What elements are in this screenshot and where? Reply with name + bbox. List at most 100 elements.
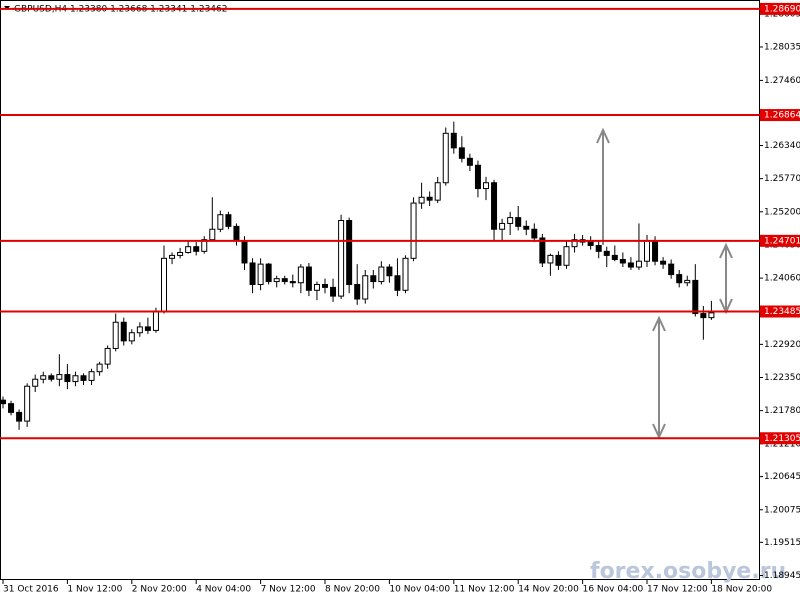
candle-body bbox=[394, 275, 401, 291]
candle-body bbox=[40, 375, 47, 380]
candle-body bbox=[88, 371, 95, 381]
x-tick-label: 10 Nov 04:00 bbox=[389, 585, 450, 595]
candle-body bbox=[571, 239, 578, 248]
candle-body bbox=[370, 275, 377, 283]
x-tick-label: 1 Nov 12:00 bbox=[67, 585, 122, 595]
candle-body bbox=[144, 326, 151, 331]
candle-body bbox=[289, 281, 296, 284]
candle-body bbox=[362, 275, 369, 300]
level-label-box bbox=[760, 305, 800, 318]
candle-body bbox=[668, 263, 675, 276]
candle-body bbox=[201, 239, 208, 252]
candle-body bbox=[644, 240, 650, 262]
candle-body bbox=[466, 157, 473, 166]
y-tick-label: 1.27460 bbox=[764, 76, 800, 86]
candle-body bbox=[32, 378, 39, 387]
x-tick-label: 17 Nov 12:00 bbox=[647, 585, 708, 595]
candle-body bbox=[692, 279, 699, 315]
candle-body bbox=[257, 263, 264, 285]
x-tick-label: 2 Nov 20:00 bbox=[132, 585, 187, 595]
candle-body bbox=[603, 250, 610, 256]
arrow-head bbox=[719, 242, 733, 259]
candle-body bbox=[676, 274, 683, 284]
x-tick-label: 14 Nov 20:00 bbox=[518, 585, 579, 595]
candle-body bbox=[217, 214, 224, 230]
level-label: 1.23485 bbox=[764, 307, 800, 317]
candle-body bbox=[112, 321, 119, 349]
candle-body bbox=[330, 286, 337, 297]
x-tick-label: 4 Nov 04:00 bbox=[196, 585, 251, 595]
candles bbox=[0, 121, 715, 430]
candle-body bbox=[587, 241, 594, 247]
candle-body bbox=[24, 385, 31, 422]
candle-body bbox=[458, 147, 465, 159]
candle-body bbox=[209, 228, 216, 241]
candle-body bbox=[507, 217, 514, 224]
candle-body bbox=[410, 202, 417, 259]
candle-body bbox=[483, 182, 489, 190]
candle-body bbox=[595, 245, 602, 252]
plot-frame bbox=[0, 0, 760, 580]
candle-body bbox=[611, 254, 618, 260]
candle-body bbox=[0, 399, 6, 405]
candle-body bbox=[378, 266, 385, 283]
candle-body bbox=[281, 278, 288, 283]
x-tick-label: 8 Nov 20:00 bbox=[325, 585, 380, 595]
y-tick-label: 1.22350 bbox=[764, 373, 800, 383]
candle-body bbox=[563, 246, 570, 266]
level-label: 1.24701 bbox=[764, 236, 800, 246]
level-label-box bbox=[760, 2, 800, 15]
candle-body bbox=[128, 332, 135, 342]
candle-body bbox=[48, 375, 55, 380]
candle-body bbox=[72, 375, 79, 383]
arrow-head bbox=[596, 127, 610, 144]
y-tick-label: 1.22920 bbox=[764, 340, 800, 350]
candle-body bbox=[555, 254, 562, 266]
candle-body bbox=[491, 182, 498, 230]
y-tick-label: 1.28035 bbox=[764, 42, 800, 52]
candle-body bbox=[265, 263, 272, 283]
candle-body bbox=[313, 283, 320, 291]
candle-body bbox=[619, 258, 626, 264]
y-tick-label: 1.21780 bbox=[764, 406, 800, 416]
candle-body bbox=[442, 132, 449, 184]
candle-body bbox=[474, 164, 481, 190]
candle-body bbox=[56, 374, 63, 380]
y-tick-label: 1.18945 bbox=[764, 571, 800, 581]
candle-body bbox=[161, 257, 167, 313]
candle-body bbox=[322, 283, 328, 288]
candle-body bbox=[273, 278, 280, 283]
candle-body bbox=[120, 321, 127, 342]
x-tick-label: 16 Nov 04:00 bbox=[583, 585, 644, 595]
level-label-box bbox=[760, 432, 800, 445]
candle-body bbox=[16, 411, 23, 422]
candle-body bbox=[450, 132, 457, 149]
candle-body bbox=[418, 196, 425, 204]
candle-body bbox=[338, 220, 345, 297]
candle-body bbox=[297, 266, 304, 284]
candle-body bbox=[241, 240, 248, 264]
candle-body bbox=[305, 266, 312, 291]
candle-body bbox=[660, 260, 667, 265]
level-label-box bbox=[760, 234, 800, 247]
candle-body bbox=[346, 220, 353, 285]
candle-body bbox=[152, 311, 159, 331]
y-tick-label: 1.25770 bbox=[764, 174, 800, 184]
y-tick-label: 1.26340 bbox=[764, 141, 800, 151]
level-label: 1.26864 bbox=[764, 111, 800, 121]
candle-body bbox=[652, 240, 659, 262]
candle-body bbox=[539, 237, 546, 264]
y-tick-label: 1.25200 bbox=[764, 207, 800, 217]
candle-body bbox=[136, 326, 143, 334]
level-label: 1.28690 bbox=[764, 4, 800, 14]
candle-body bbox=[185, 246, 192, 254]
candle-body bbox=[515, 217, 522, 227]
candle-body bbox=[684, 279, 691, 284]
candle-body bbox=[354, 283, 361, 300]
range-arrows bbox=[596, 127, 733, 440]
arrow-head bbox=[652, 315, 666, 332]
candle-body bbox=[547, 254, 554, 264]
x-tick-label: 18 Nov 20:00 bbox=[711, 585, 772, 595]
candle-body bbox=[8, 403, 15, 413]
candle-body bbox=[708, 312, 715, 319]
